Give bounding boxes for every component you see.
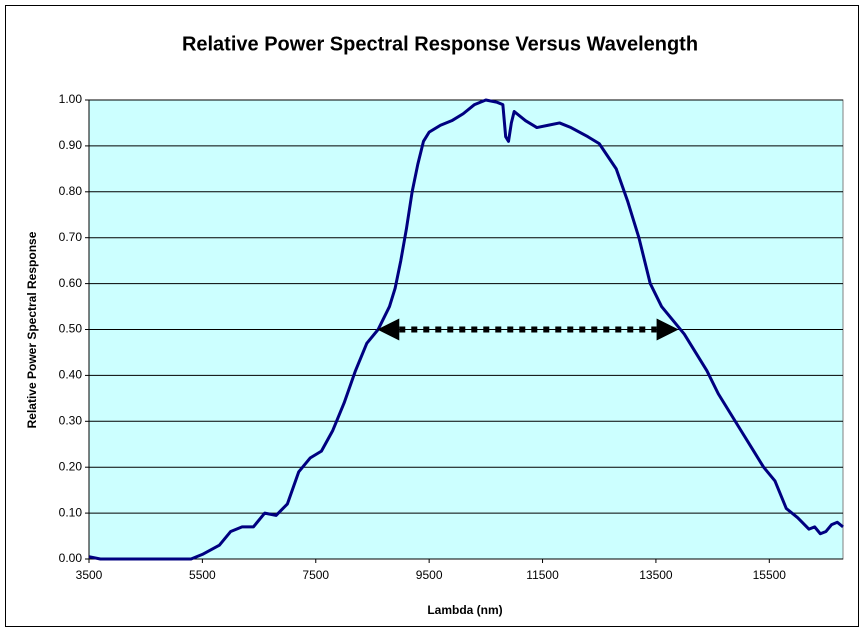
y-tick-label: 0.00 [59,551,83,565]
arrow-head [377,318,400,341]
y-tick-label: 0.50 [59,322,83,336]
data-line [88,98,844,561]
y-axis-label: Relative Power Spectral Response [25,231,39,428]
y-tick-label: 0.20 [59,459,83,473]
x-axis-label: Lambda (nm) [427,603,502,617]
arrow-head [656,318,679,341]
y-tick-label: 0.60 [59,276,83,290]
x-tick-label: 7500 [302,568,329,582]
y-tick-label: 0.10 [59,505,83,519]
double-arrow [377,318,679,341]
x-tick-label: 3500 [76,568,103,582]
y-tick-label: 0.70 [59,230,83,244]
y-tick-label: 0.80 [59,184,83,198]
y-tick-label: 0.40 [59,368,83,382]
x-tick-label: 9500 [416,568,443,582]
x-tick-label: 13500 [639,568,673,582]
x-tick-label: 15500 [753,568,787,582]
chart-title: Relative Power Spectral Response Versus … [182,33,698,55]
x-tick-label: 5500 [189,568,216,582]
y-tick-label: 0.90 [59,138,83,152]
x-tick-label: 11500 [526,568,559,582]
y-tick-label: 0.30 [59,413,83,427]
y-tick-label: 1.00 [59,92,83,106]
